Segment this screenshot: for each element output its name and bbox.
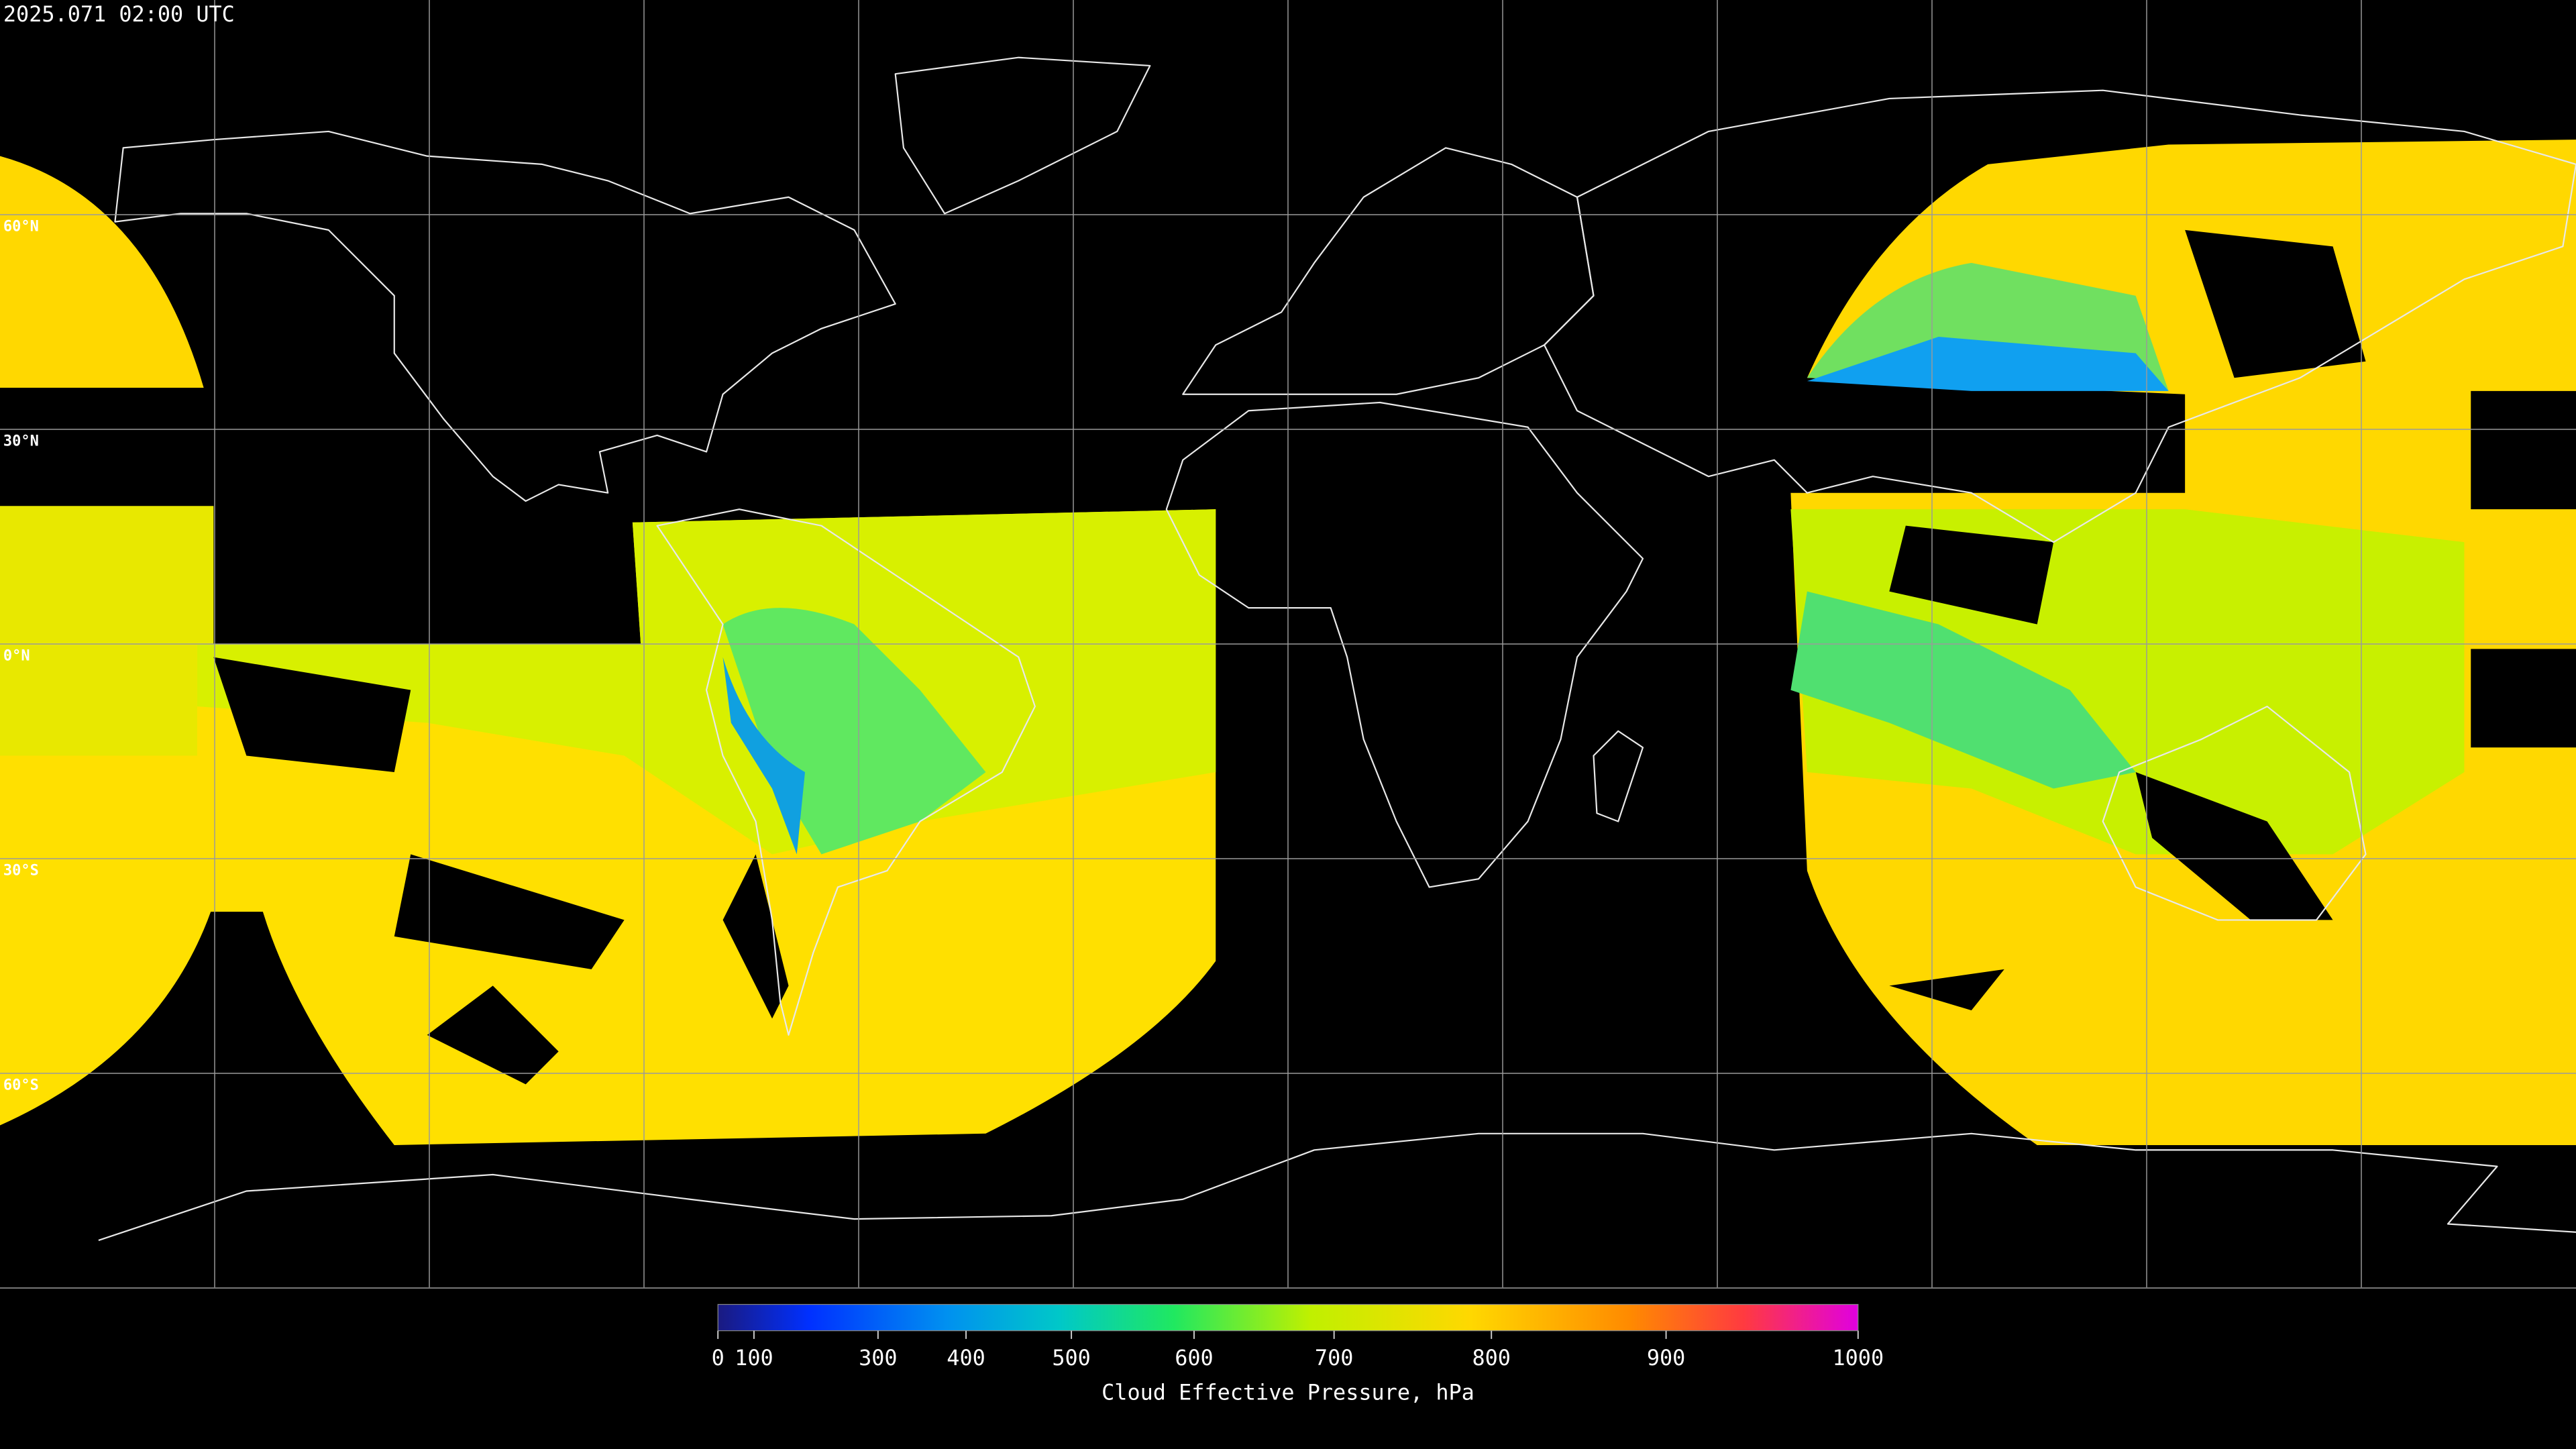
latitude-label: 30°S [3, 862, 39, 879]
latitude-label: 60°S [3, 1077, 39, 1093]
colorbar-tick-label: 1000 [1832, 1345, 1884, 1371]
latitude-label: 60°N [3, 218, 39, 235]
colorbar-tick-label: 400 [947, 1345, 985, 1371]
colorbar-tick-label: 300 [859, 1345, 898, 1371]
latitude-label: 30°N [3, 433, 39, 449]
timestamp: 2025.071 02:00 UTC [3, 1, 235, 27]
latitude-label: 0°N [3, 647, 30, 664]
colorbar [717, 1303, 1859, 1332]
colorbar-tick-label: 0 [712, 1345, 724, 1371]
cloud-imagery [0, 140, 2576, 1145]
coastlines [98, 56, 2576, 1242]
colorbar-label: Cloud Effective Pressure, hPa [1102, 1380, 1474, 1405]
colorbar-tick-label: 900 [1647, 1345, 1686, 1371]
colorbar-tick-label: 500 [1052, 1345, 1091, 1371]
colorbar-tick-label: 800 [1472, 1345, 1511, 1371]
colorbar-tick-label: 600 [1175, 1345, 1214, 1371]
colorbar-tick-label: 100 [735, 1345, 773, 1371]
colorbar-ticks [717, 1330, 1859, 1339]
colorbar-tick-label: 700 [1315, 1345, 1354, 1371]
graticule [0, 0, 2576, 1288]
